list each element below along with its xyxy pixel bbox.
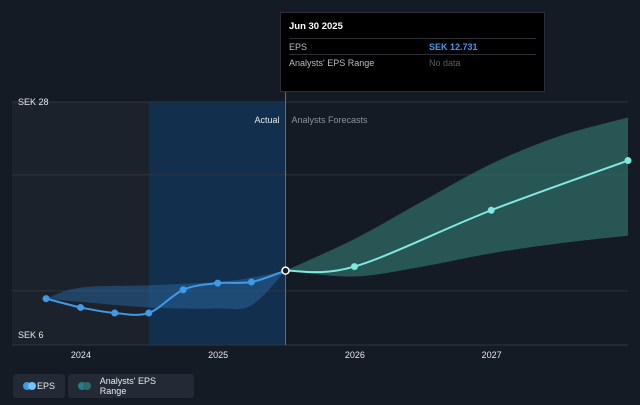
x-tick-label-2027: 2027 (482, 350, 502, 360)
actual-label: Actual (255, 115, 280, 125)
tooltip-range-label: Analysts' EPS Range (289, 58, 375, 68)
eps-legend-icon (23, 382, 36, 390)
eps-forecast-line (285, 159, 629, 274)
eps-forecast-point-2 (487, 206, 495, 214)
tooltip-eps-label: EPS (289, 42, 308, 52)
eps-actual-point-7 (281, 266, 290, 275)
x-tick-label-2025: 2025 (208, 350, 228, 360)
eps-actual-point-3 (145, 309, 153, 317)
legend-range-button[interactable]: Analysts' EPS Range (68, 374, 194, 398)
analysts-forecasts-label: Analysts Forecasts (292, 115, 369, 125)
eps-actual-point-4 (179, 286, 187, 294)
range-legend-icon (78, 382, 94, 390)
tooltip-eps-value: SEK 12.731 (429, 42, 478, 52)
tooltip-row-eps: EPS SEK 12.731 (289, 38, 536, 54)
y-axis-top-label: SEK 28 (18, 97, 49, 107)
eps-forecast-point-1 (350, 263, 358, 271)
eps-forecast-point-3 (624, 157, 632, 165)
tooltip-row-range: Analysts' EPS Range No data (289, 54, 536, 70)
tooltip: Jun 30 2025 EPS SEK 12.731 Analysts' EPS… (280, 12, 545, 92)
eps-actual-point-1 (77, 303, 85, 311)
tooltip-date: Jun 30 2025 (289, 21, 343, 32)
legend-eps-label: EPS (36, 381, 55, 391)
eps-actual-point-6 (247, 278, 255, 286)
tooltip-range-value: No data (429, 58, 461, 68)
eps-range-actual-area (46, 270, 286, 310)
eps-range-forecast-area (285, 117, 628, 277)
x-tick-label-2024: 2024 (71, 350, 91, 360)
x-tick-label-2026: 2026 (345, 350, 365, 360)
eps-actual-point-5 (214, 279, 222, 287)
eps-actual-point-0 (42, 295, 50, 303)
eps-actual-point-2 (111, 309, 119, 317)
actual-highlight-window (148, 102, 286, 345)
legend-eps-button[interactable]: EPS (13, 374, 65, 398)
legend-range-label: Analysts' EPS Range (99, 376, 157, 396)
y-axis-bottom-label: SEK 6 (18, 330, 44, 340)
